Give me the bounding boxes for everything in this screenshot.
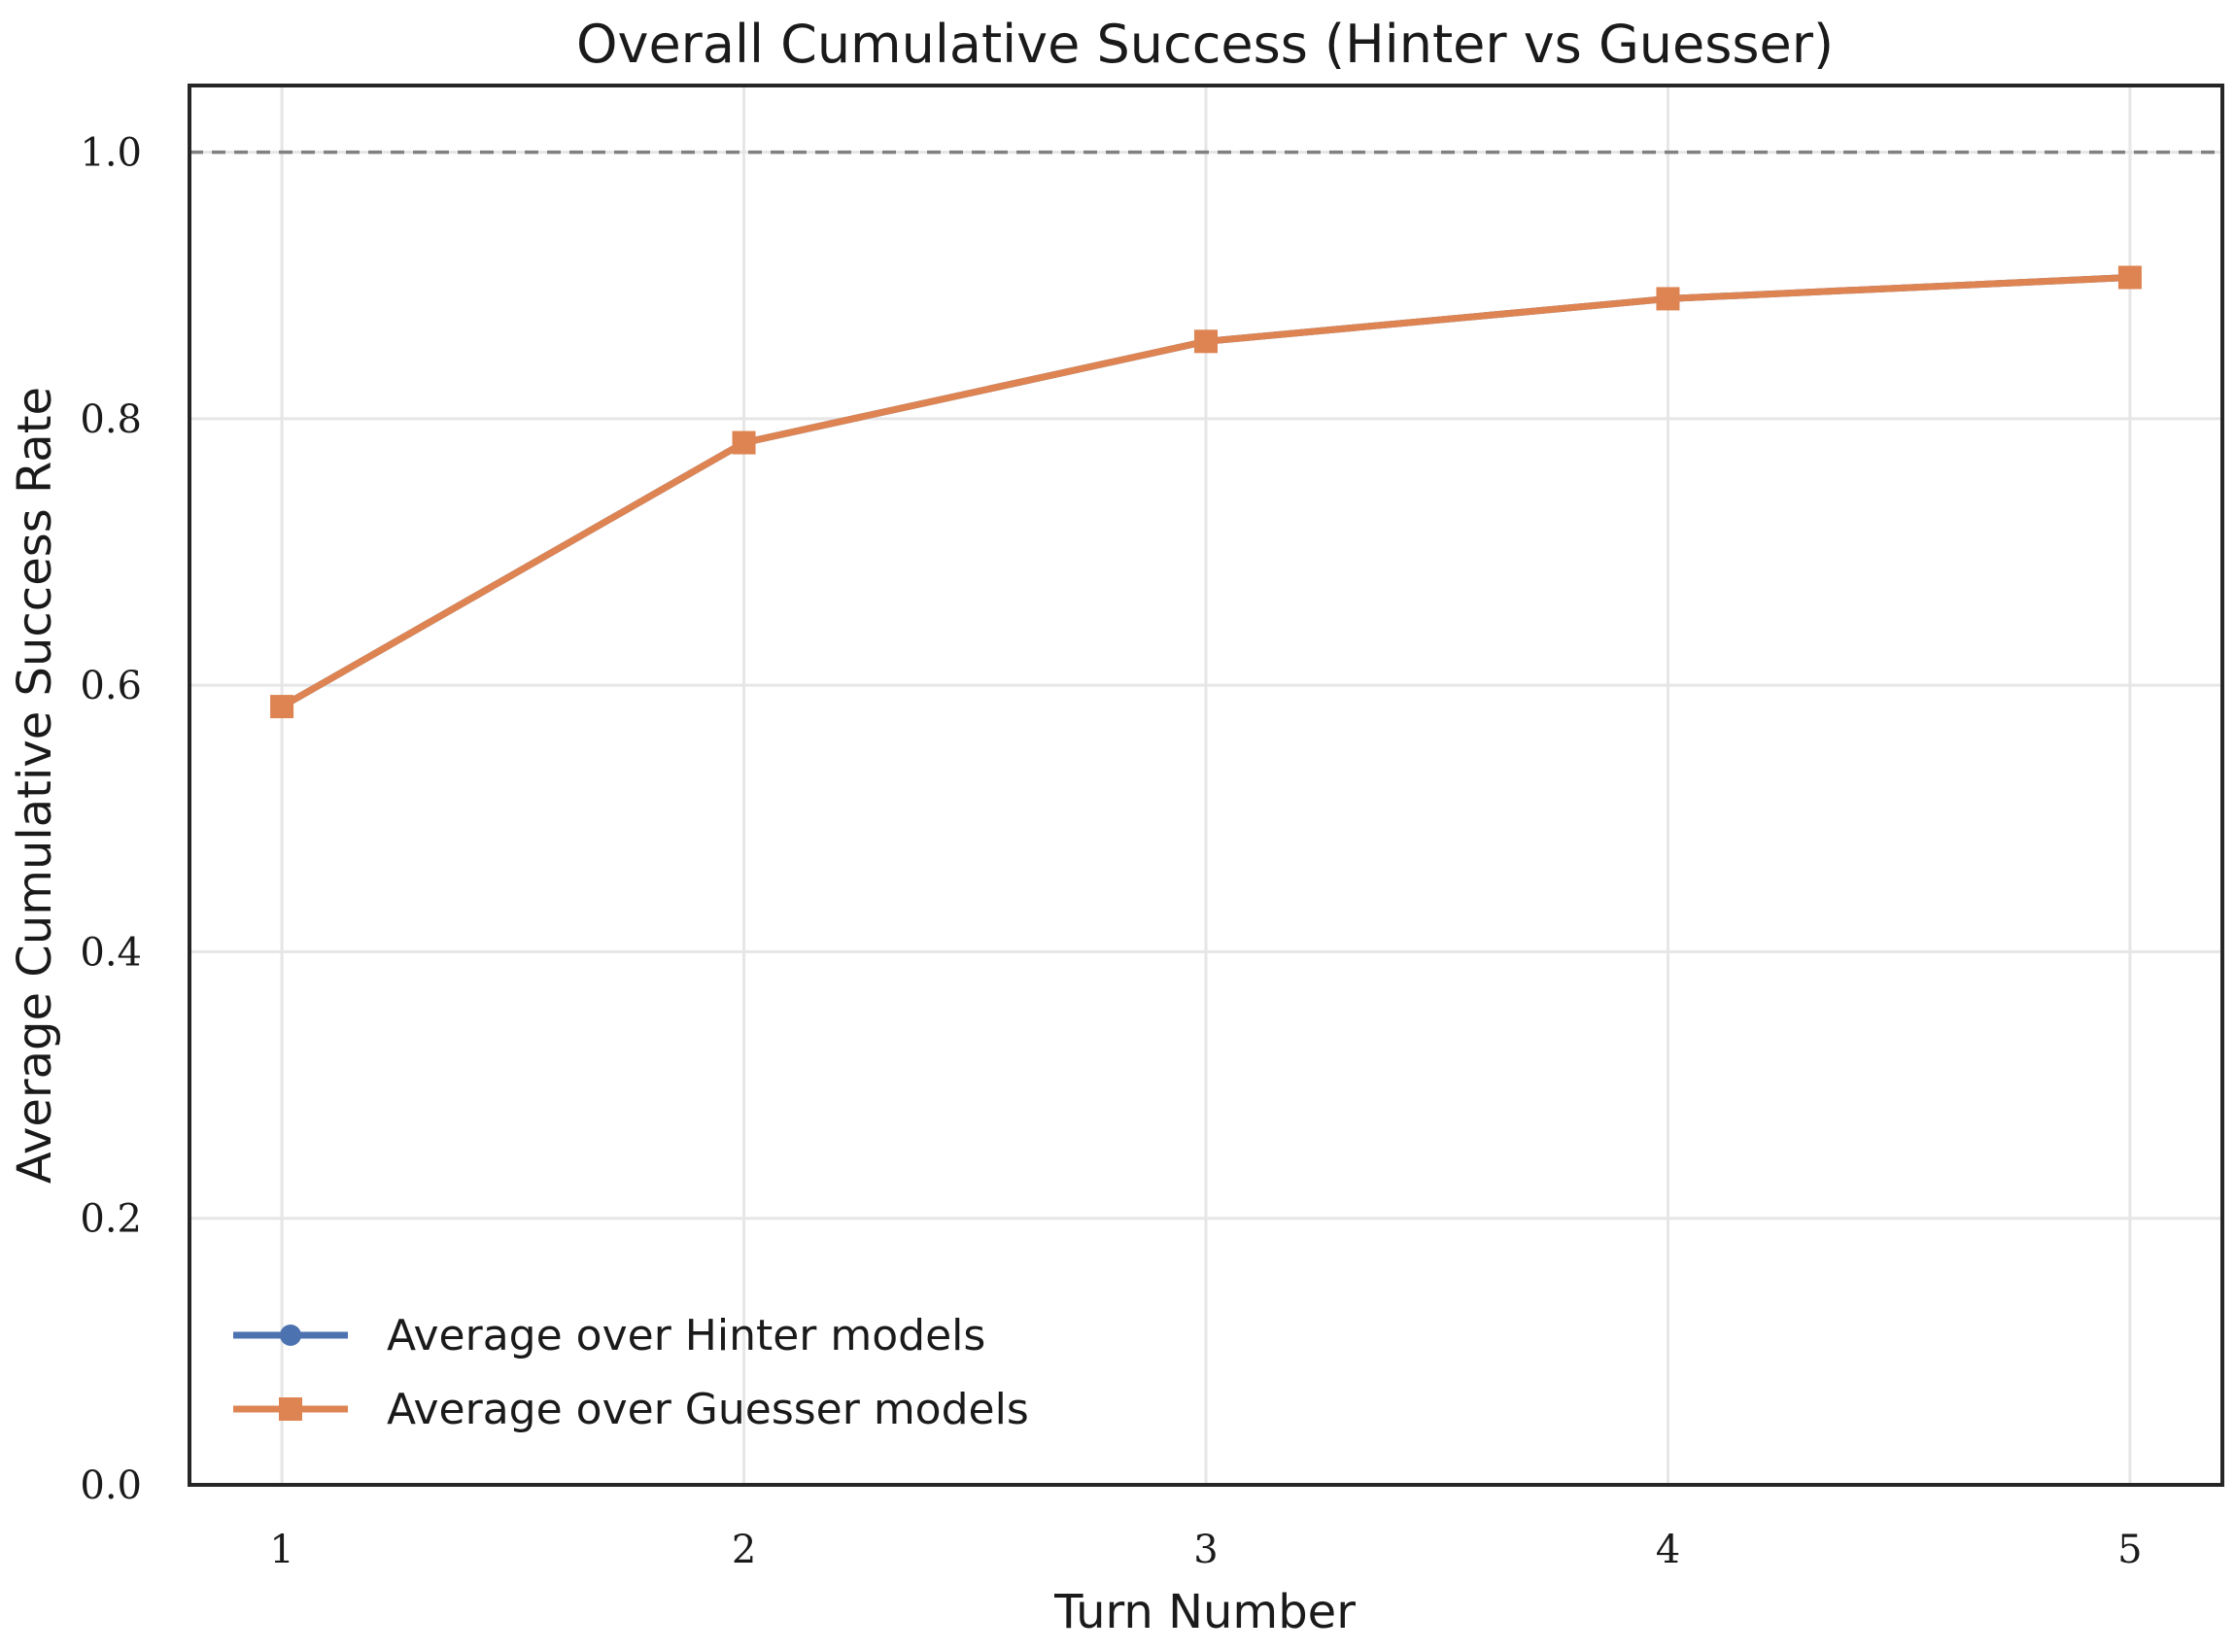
y-tick-label-3: 0.6 xyxy=(80,664,142,708)
x-tick-labels: 1 2 3 4 5 xyxy=(269,1528,2142,1572)
y-tick-labels: 0.0 0.2 0.4 0.6 0.8 1.0 xyxy=(80,131,142,1508)
series-2-point-4 xyxy=(1656,287,1680,311)
series-2 xyxy=(270,265,2142,719)
y-tick-label-0: 0.0 xyxy=(80,1463,142,1508)
x-tick-label-2: 2 xyxy=(732,1528,756,1572)
legend: Average over Hinter models Average over G… xyxy=(233,1311,1029,1434)
y-tick-label-2: 0.4 xyxy=(80,930,142,975)
legend-item-1: Average over Hinter models xyxy=(233,1311,985,1360)
plot-frame xyxy=(188,84,2224,1487)
y-tick-label-5: 1.0 xyxy=(80,131,142,176)
grid-lines xyxy=(189,86,2222,1487)
x-tick-label-1: 1 xyxy=(269,1528,293,1572)
x-tick-label-5: 5 xyxy=(2117,1528,2142,1572)
legend-marker-2 xyxy=(279,1397,302,1421)
legend-label-2: Average over Guesser models xyxy=(387,1385,1029,1434)
x-tick-label-3: 3 xyxy=(1193,1528,1218,1572)
legend-item-2: Average over Guesser models xyxy=(233,1385,1029,1434)
y-tick-label-4: 0.8 xyxy=(80,397,142,442)
series-2-point-2 xyxy=(732,430,756,455)
series-2-point-1 xyxy=(270,695,294,719)
series-2-point-5 xyxy=(2117,265,2142,290)
series-2-point-3 xyxy=(1194,329,1218,354)
series-group xyxy=(270,265,2142,719)
x-axis-label: Turn Number xyxy=(1053,1585,1356,1639)
legend-marker-1 xyxy=(280,1325,301,1346)
chart-title: Overall Cumulative Success (Hinter vs Gu… xyxy=(576,14,1834,75)
y-tick-label-1: 0.2 xyxy=(80,1197,142,1242)
y-axis-label: Average Cumulative Success Rate xyxy=(8,387,62,1184)
legend-label-1: Average over Hinter models xyxy=(387,1311,985,1360)
x-tick-label-4: 4 xyxy=(1656,1528,1680,1572)
